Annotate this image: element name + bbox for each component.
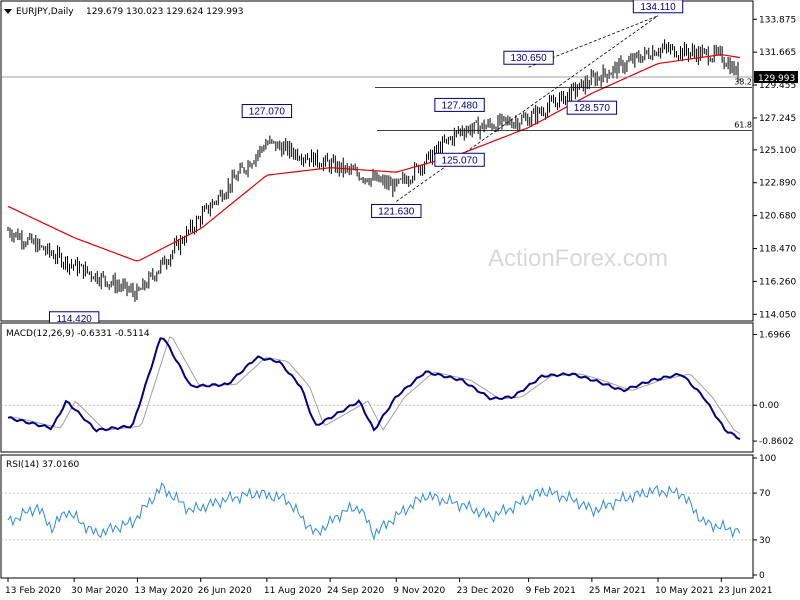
price-tick-label: 125.100: [759, 146, 796, 156]
swing-label: 127.070: [249, 107, 286, 118]
rsi-title: RSI(14) 37.0160: [6, 460, 79, 470]
price-tick-label: 127.245: [759, 114, 796, 124]
date-tick-label: 9 Nov 2020: [393, 586, 445, 596]
price-tick-label: 118.470: [759, 245, 796, 255]
moving-average-line: [7, 54, 741, 262]
price-panel: [0, 0, 754, 322]
date-tick-label: 30 Mar 2020: [71, 586, 128, 596]
price-tick-label: 120.680: [759, 212, 796, 222]
swing-label: 125.070: [441, 155, 478, 166]
price-tick-label: 122.890: [759, 179, 796, 189]
fib-label: 38.2: [734, 78, 752, 87]
swing-label-box: [434, 97, 485, 112]
swing-label-box: [434, 152, 485, 167]
macd-panel: [0, 322, 754, 453]
fib-label: 61.8: [734, 120, 752, 129]
swing-label-box: [371, 203, 422, 218]
rsi-tick-label: 100: [759, 454, 776, 464]
symbol-label: EURJPY,Daily: [16, 7, 74, 17]
date-tick-label: 13 May 2020: [134, 586, 193, 596]
watermark: ActionForex.com: [488, 245, 668, 272]
swing-label-box: [503, 50, 554, 65]
rsi-tick-label: 0: [759, 571, 765, 581]
macd-tick-label: -0.8602: [759, 437, 794, 447]
price-tick-label: 129.455: [759, 81, 796, 91]
swing-label-box: [632, 0, 684, 14]
swing-label: 130.650: [511, 53, 548, 64]
macd-title: MACD(12,26,9) -0.6331 -0.5114: [6, 329, 150, 339]
rsi-tick-label: 30: [759, 536, 771, 546]
watermark-area: ActionForex.com: [488, 245, 668, 272]
trendline: [396, 15, 659, 202]
date-tick-label: 23 Jun 2021: [718, 586, 772, 596]
date-tick-label: 10 May 2021: [655, 586, 714, 596]
macd-line: [7, 337, 741, 441]
price-tick-label: 133.875: [759, 15, 796, 25]
swing-label-box: [566, 100, 618, 115]
collapse-arrow-icon[interactable]: [4, 9, 12, 14]
price-header: EURJPY,Daily 129.679 130.023 129.624 129…: [4, 7, 243, 17]
swing-label: 128.570: [574, 103, 611, 114]
macd-tick-label: 0.00: [759, 401, 779, 411]
date-tick-label: 24 Sep 2020: [327, 586, 384, 596]
swing-label: 127.480: [441, 100, 478, 111]
macd-tick-label: 1.6966: [759, 330, 791, 340]
swing-label: 121.630: [378, 206, 415, 217]
current-price-label: 129.993: [758, 74, 795, 84]
trendline: [528, 15, 659, 68]
date-tick-label: 11 Aug 2020: [264, 586, 322, 596]
swing-label-box: [241, 104, 293, 119]
price-tick-label: 114.050: [759, 310, 796, 320]
price-tick-label: 131.665: [759, 48, 796, 58]
swing-label: 134.110: [640, 2, 676, 13]
rsi-line: [7, 482, 741, 541]
date-tick-label: 23 Dec 2020: [457, 586, 515, 596]
date-tick-label: 13 Feb 2020: [5, 586, 61, 596]
price-tick-label: 116.260: [759, 277, 796, 287]
ohlc-values: 129.679 130.023 129.624 129.993: [86, 7, 243, 17]
date-tick-label: 25 Mar 2021: [589, 586, 646, 596]
swing-label: 114.420: [56, 314, 92, 325]
date-tick-label: 26 Jun 2020: [198, 586, 252, 596]
current-price-tag: [754, 71, 798, 84]
rsi-tick-label: 70: [759, 489, 771, 499]
date-tick-label: 9 Feb 2021: [526, 586, 576, 596]
rsi-panel: [0, 454, 754, 579]
